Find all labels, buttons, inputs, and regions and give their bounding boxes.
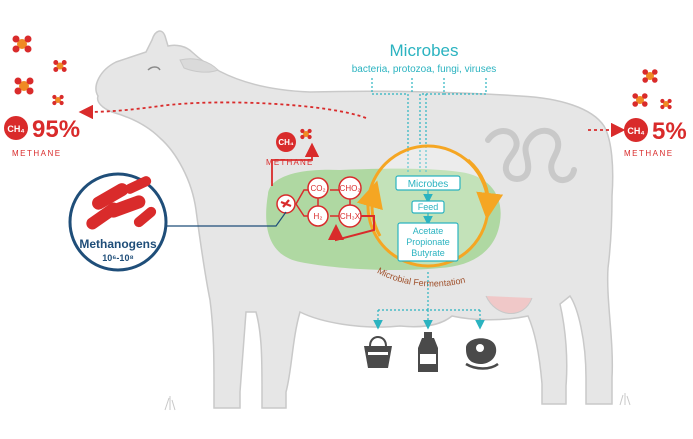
methanogens-title: Methanogens (79, 237, 157, 251)
ch3x-label: CH₃X (340, 212, 361, 221)
product-butyrate: Butyrate (411, 248, 445, 258)
left-methane-word: METHANE (12, 149, 62, 158)
microbes-title: Microbes (390, 41, 459, 60)
left-ch4-text: CH₄ (7, 124, 24, 134)
left-methane-label: CH₄ 95% METHANE (4, 116, 80, 158)
products-box (397, 222, 459, 262)
microbes-subtitle: bacteria, protozoa, fungi, viruses (352, 64, 497, 75)
h2-label: H₂ (314, 212, 323, 221)
right-methane-label: CH₄ 5% METHANE (624, 118, 687, 158)
methane-exhale-arrow (78, 101, 367, 120)
co2-label: CO₂ (310, 184, 325, 193)
cho2-node (338, 176, 362, 200)
grass-icon (164, 393, 631, 411)
cho2-label: CHO₂ (340, 184, 361, 193)
product-output-lines (373, 272, 485, 330)
methane-rise-arrow (271, 142, 320, 186)
right-ch4-text: CH₄ (627, 126, 644, 136)
mid-methane-word: METHANE (266, 158, 314, 167)
left-percent: 95% (32, 116, 80, 143)
mid-methane-label: CH₄ METHANE (266, 132, 314, 167)
molecule-network: CO₂ CHO₂ H₂ CH₃X (276, 176, 375, 242)
microbes-box-label: Microbes (408, 179, 449, 190)
milk-bottle-icon (418, 332, 438, 372)
bacteria-icon (86, 176, 157, 230)
mid-ch4-text: CH₄ (278, 138, 294, 147)
product-propionate: Propionate (406, 237, 450, 247)
feed-box-label: Feed (418, 202, 439, 212)
right-percent: 5% (652, 118, 687, 145)
methanogens-callout: Methanogens 10⁶-10⁸ (68, 172, 287, 272)
right-methane-word: METHANE (624, 149, 674, 158)
microbes-connector-lines (371, 78, 487, 172)
handbag-icon (364, 336, 392, 368)
methane-molecule-icon (12, 35, 672, 140)
steak-icon (465, 338, 499, 370)
h2-node (307, 205, 329, 227)
product-acetate: Acetate (413, 226, 444, 236)
ch3x-node (338, 204, 362, 228)
methanogens-count: 10⁶-10⁸ (102, 253, 133, 263)
co2-node (307, 177, 329, 199)
